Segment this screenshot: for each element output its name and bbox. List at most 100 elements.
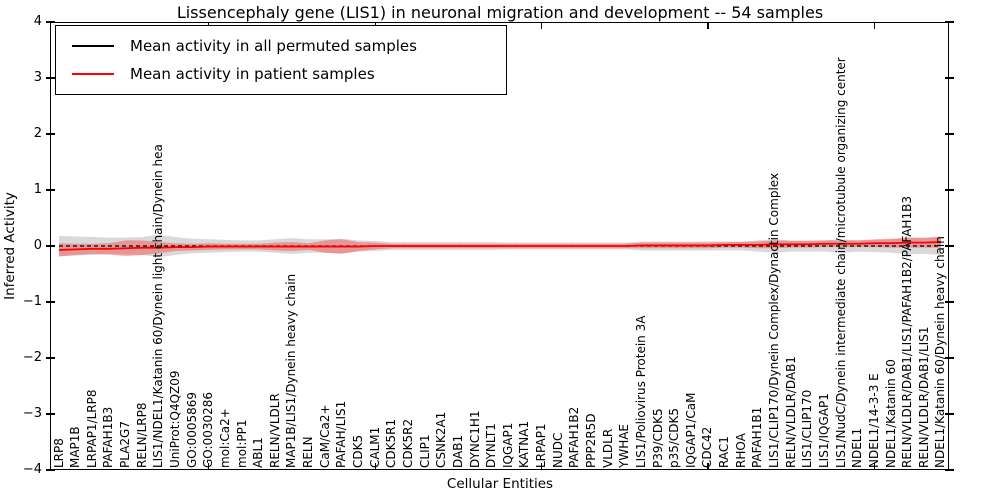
y-axis-tick-mark [945, 77, 954, 79]
x-tick-label: KATNA1 [517, 420, 532, 468]
plot-canvas [58, 234, 941, 258]
y-axis-tick-mark [46, 413, 55, 415]
x-tick-label: UniProt:Q4QZ09 [167, 370, 182, 468]
x-tick-label: PAFAH1B1 [750, 406, 765, 468]
y-tick-label: −1 [22, 294, 42, 309]
x-tick-label: RAC1 [717, 436, 732, 468]
x-tick-label: PAFAH1B3 [101, 406, 116, 468]
x-tick-label: LIS1/CLIP170 [800, 389, 815, 468]
y-axis-tick-mark [46, 357, 55, 359]
x-tick-label: RELN/VLDLR/DAB1 [783, 356, 798, 468]
legend-label-permuted: Mean activity in all permuted samples [130, 37, 417, 56]
y-axis-title: Inferred Activity [2, 192, 18, 300]
y-axis-tick-mark [46, 189, 55, 191]
x-tick-label: mol:Ca2+ [217, 408, 232, 468]
x-tick-label: RELN/LRP8 [134, 402, 149, 468]
x-tick-label: RELN/VLDLR/DAB1/LIS1/PAFAH1B2/PAFAH1B3 [900, 196, 915, 468]
y-tick-label: 3 [33, 70, 42, 85]
x-tick-label: CDC42 [700, 426, 715, 468]
y-tick-label: 4 [33, 14, 42, 29]
y-tick-label: −3 [22, 406, 42, 421]
x-tick-label: NDEL1/Katanin 60/Dynein heavy chain [933, 236, 948, 468]
legend-entry-patient: Mean activity in patient samples [56, 65, 506, 83]
x-axis-tick-mark [540, 463, 543, 470]
x-tick-label: PAFAH1B2 [567, 406, 582, 468]
y-axis-tick-mark [46, 301, 55, 303]
x-tick-label: CSNK2A1 [434, 411, 449, 468]
y-axis-tick-mark [46, 77, 55, 79]
x-tick-label: LRPAP1/LRP8 [84, 389, 99, 468]
x-tick-label: LIS1/NudC/Dynein intermediate chain/micr… [833, 57, 848, 468]
x-tick-label: LIS1/NDEL1/Katanin 60/Dynein light chain… [151, 144, 166, 468]
x-tick-label: CALM1 [367, 426, 382, 468]
y-tick-label: 0 [33, 238, 42, 253]
x-tick-label: LRPAP1 [534, 423, 549, 468]
x-tick-label: NDEL1/Katanin 60 [883, 359, 898, 468]
x-tick-label: PAFAH/LIS1 [334, 400, 349, 468]
y-axis-tick-mark [945, 469, 954, 471]
x-tick-label: P39/CDK5 [650, 408, 665, 468]
x-tick-label: IQGAP1/CaM [683, 392, 698, 469]
x-axis-tick-mark [374, 463, 376, 470]
x-tick-label: mol:PP1 [234, 419, 249, 468]
x-tick-label: IQGAP1 [500, 422, 515, 468]
x-tick-label: RELN [301, 436, 316, 468]
x-tick-label: NDEL1/14-3-3 E [866, 373, 881, 468]
y-tick-label: −4 [22, 462, 42, 477]
y-axis-tick-mark [945, 133, 954, 135]
x-axis-tick-mark [873, 463, 875, 470]
x-tick-label: LIS1/Poliovirus Protein 3A [633, 315, 648, 468]
legend-entry-permuted: Mean activity in all permuted samples [56, 37, 506, 55]
x-tick-label: GO:0030286 [201, 391, 216, 468]
x-tick-label: CaM/Ca2+ [317, 404, 332, 468]
x-tick-label: CDK5R1 [384, 418, 399, 468]
x-tick-label: YWHAE [617, 423, 632, 468]
x-tick-label: LIS1/CLIP170/Dynein Complex/Dynactin Com… [767, 172, 782, 468]
x-tick-label: MAP1B/LIS1/Dynein heavy chain [284, 273, 299, 468]
x-tick-label: ABL1 [251, 437, 266, 468]
y-axis-tick-mark [945, 245, 954, 247]
x-tick-label: p35/CDK5 [667, 407, 682, 468]
x-tick-label: CDK5R2 [400, 418, 415, 468]
x-tick-label: NUDC [550, 432, 565, 468]
y-axis-tick-mark [945, 189, 954, 191]
x-tick-label: RELN/VLDLR [267, 393, 282, 468]
x-tick-label: NDEL1 [850, 427, 865, 468]
x-axis-tick-mark [707, 22, 709, 29]
x-axis-tick-mark [873, 22, 875, 29]
legend: Mean activity in all permuted samples Me… [55, 25, 507, 95]
x-tick-label: LRP8 [51, 438, 66, 468]
x-tick-label: PLA2G7 [118, 421, 133, 468]
y-axis-tick-mark [46, 469, 55, 471]
y-tick-label: −2 [22, 350, 42, 365]
x-tick-label: GO:0005869 [184, 391, 199, 468]
x-tick-label: MAP1B [68, 426, 83, 468]
y-axis-tick-mark [945, 357, 954, 359]
legend-line-permuted-icon [72, 45, 114, 48]
x-axis-tick-mark [707, 463, 709, 470]
y-axis-tick-mark [945, 413, 954, 415]
y-axis-tick-mark [46, 133, 55, 135]
y-axis-tick-mark [46, 21, 55, 23]
x-tick-label: DYNLT1 [484, 423, 499, 468]
y-tick-label: 2 [33, 126, 42, 141]
y-axis-tick-mark [945, 301, 954, 303]
y-tick-label: 1 [33, 182, 42, 197]
x-axis-title: Cellular Entities [446, 476, 554, 492]
x-tick-label: LIS1/IQGAP1 [816, 393, 831, 468]
x-tick-label: RHOA [733, 433, 748, 468]
x-tick-label: RELN/VLDLR/DAB1/LIS1 [916, 326, 931, 468]
y-axis-tick-mark [945, 21, 954, 23]
legend-label-patient: Mean activity in patient samples [130, 64, 375, 83]
y-axis-tick-mark [46, 245, 55, 247]
x-tick-label: DYNC1H1 [467, 410, 482, 468]
x-tick-label: CDK5 [351, 434, 366, 468]
x-tick-label: VLDLR [600, 428, 615, 468]
patient-mean-line [58, 241, 941, 251]
x-axis-tick-mark [540, 22, 543, 29]
legend-line-patient-icon [72, 72, 114, 75]
x-tick-label: DAB1 [450, 434, 465, 468]
x-axis-tick-mark [208, 463, 210, 470]
chart-title: Lissencephaly gene (LIS1) in neuronal mi… [176, 3, 824, 22]
